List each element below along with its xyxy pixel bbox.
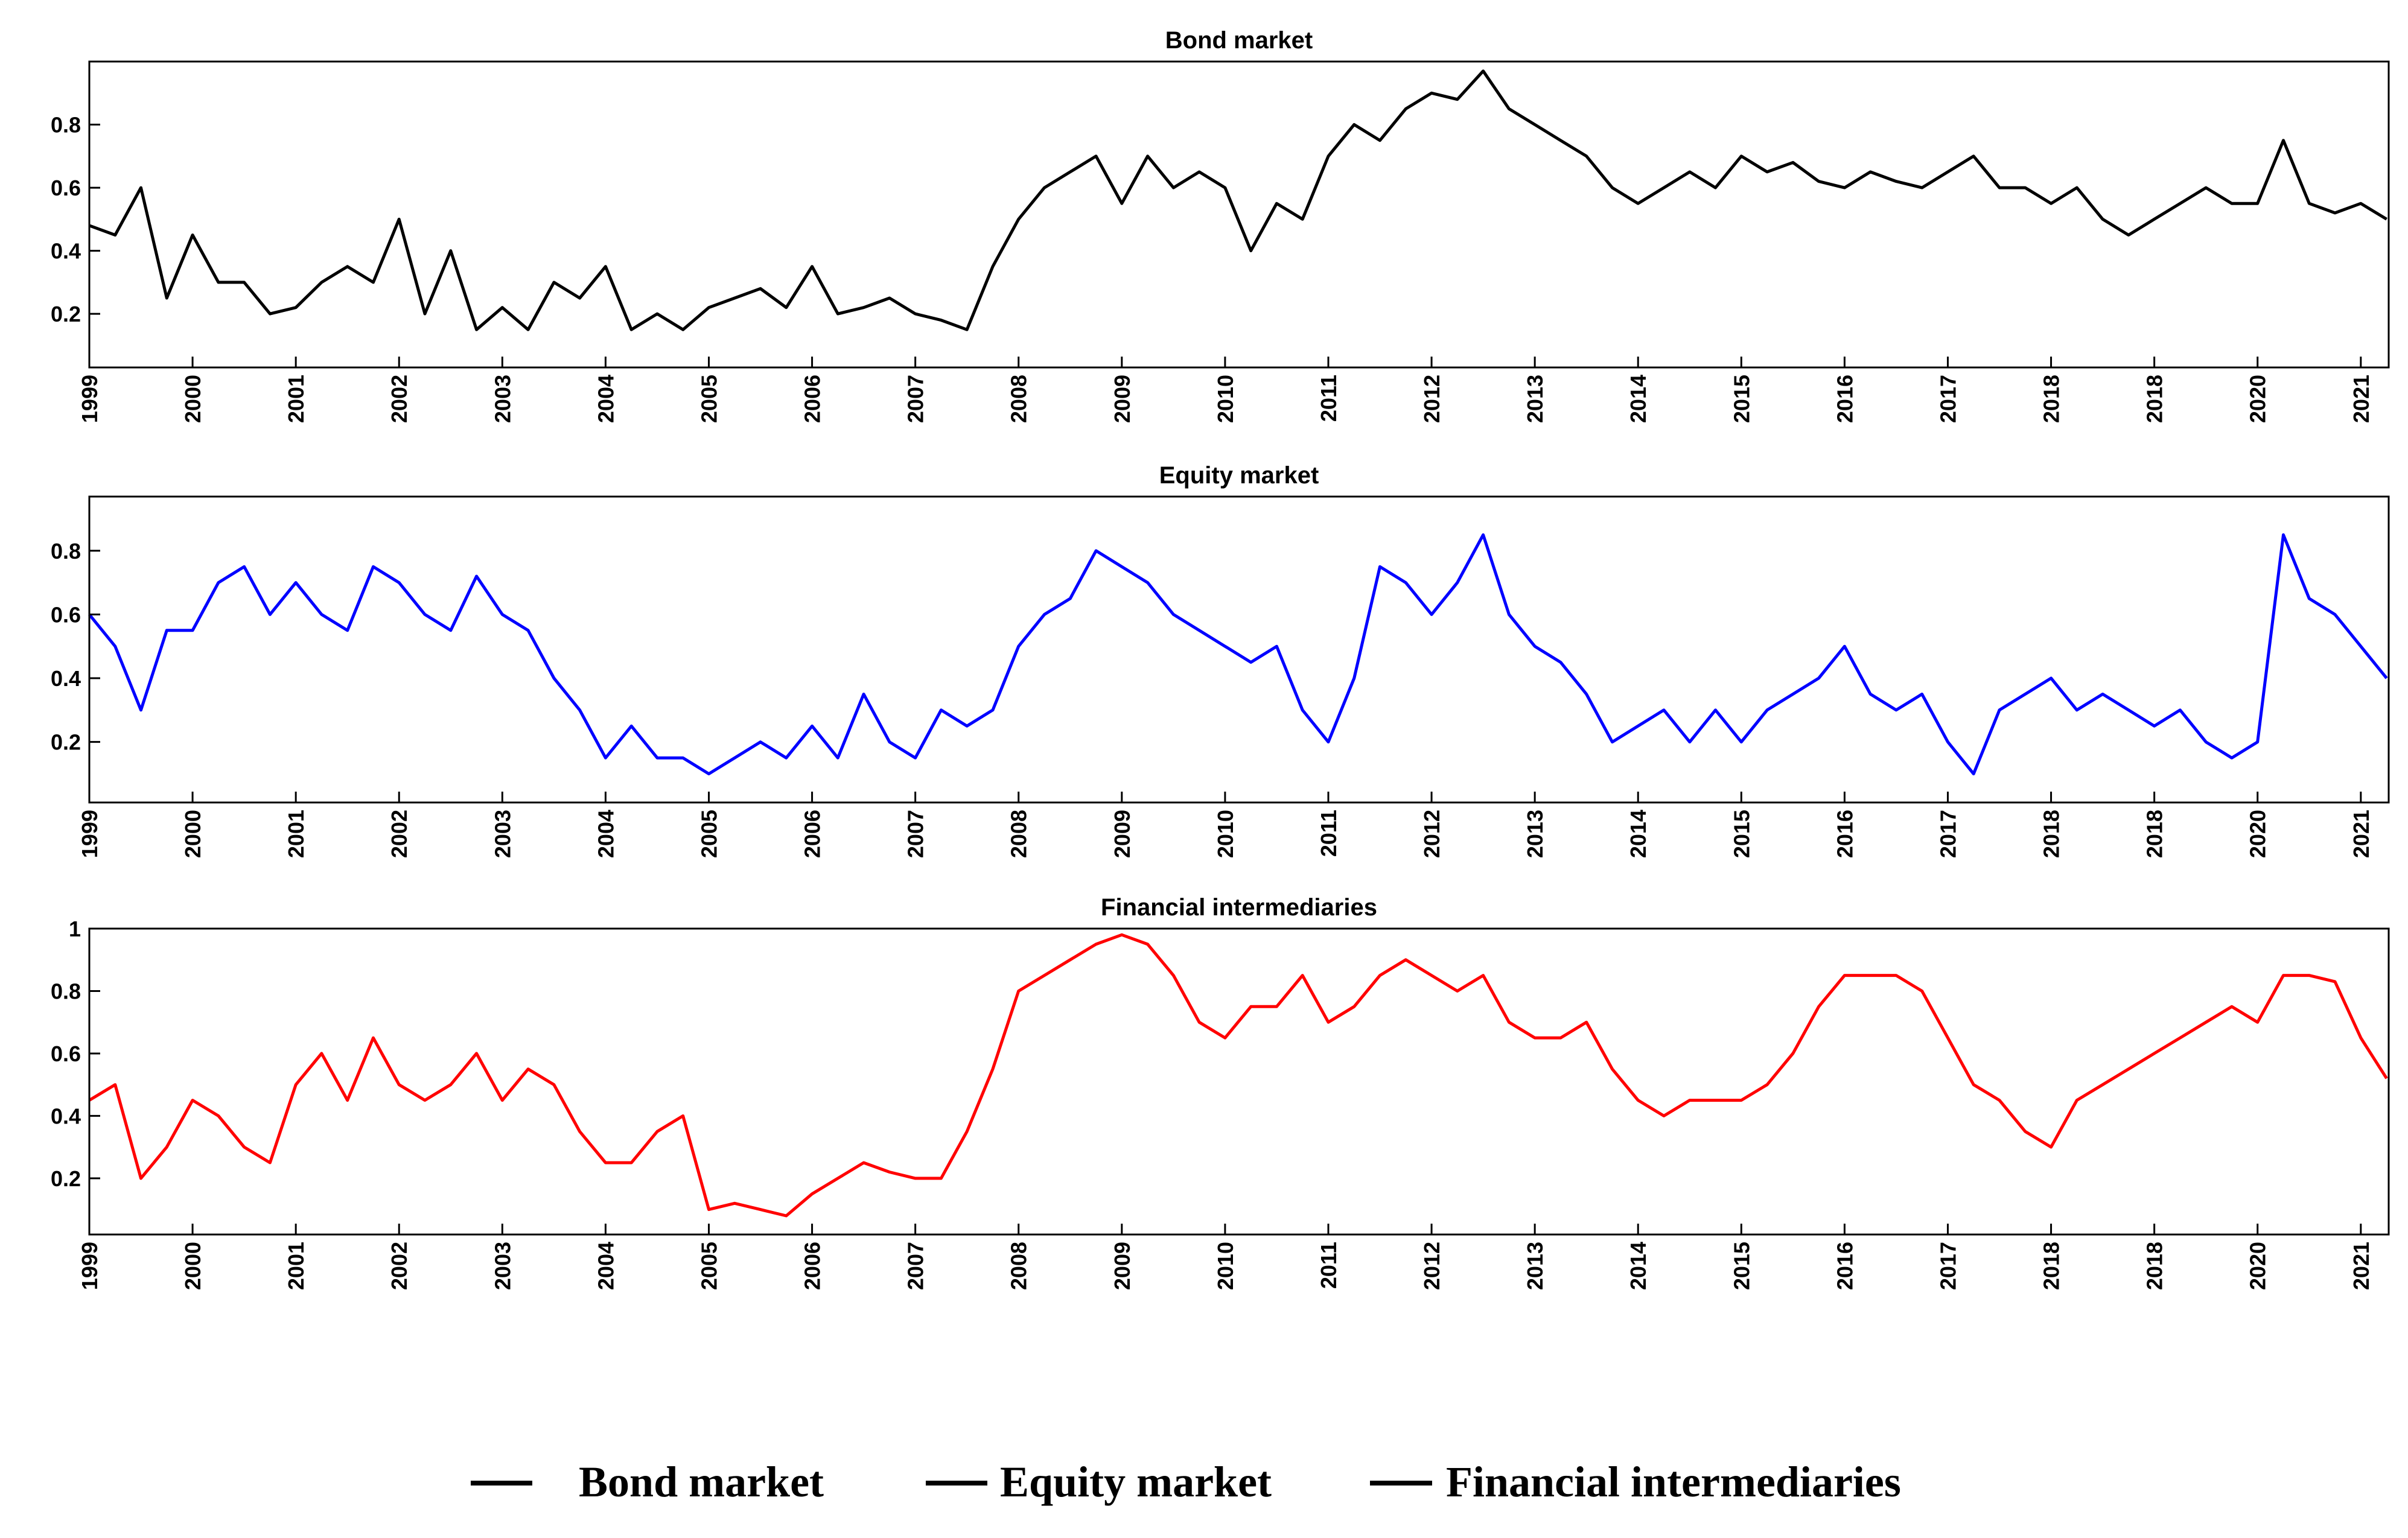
- x-tick-label: 2009: [1110, 810, 1135, 858]
- x-tick-label: 2021: [2349, 375, 2374, 423]
- x-tick-label: 2009: [1110, 1242, 1135, 1290]
- x-tick-label: 2011: [1316, 1242, 1341, 1289]
- y-tick-label: 1: [69, 917, 81, 941]
- x-tick-label: 2008: [1007, 1242, 1031, 1290]
- x-tick-label: 2007: [903, 810, 928, 858]
- x-tick-label: 2001: [284, 810, 308, 858]
- x-tick-label: 2011: [1316, 375, 1341, 422]
- y-tick-label: 0.6: [51, 1041, 81, 1066]
- x-tick-label: 2015: [1729, 1242, 1754, 1290]
- x-tick-label: 2005: [696, 375, 721, 423]
- x-tick-label: 2012: [1419, 375, 1444, 423]
- x-tick-label: 2002: [387, 810, 412, 858]
- y-tick-label: 0.4: [51, 666, 81, 691]
- legend-label: Bond market: [579, 1458, 824, 1506]
- x-tick-label: 2013: [1523, 375, 1547, 423]
- x-tick-label: 2005: [696, 810, 721, 858]
- x-tick-label: 1999: [77, 810, 102, 858]
- data-line: [88, 533, 2388, 775]
- x-tick-label: 2009: [1110, 375, 1135, 423]
- x-tick-label: 2002: [387, 375, 412, 423]
- x-tick-label: 2003: [490, 375, 515, 423]
- y-tick-label: 0.2: [51, 1166, 81, 1191]
- y-tick-label: 0.8: [51, 979, 81, 1003]
- x-tick-label: 2005: [696, 1242, 721, 1290]
- x-tick-label: 2010: [1213, 375, 1238, 423]
- y-tick-label: 0.4: [51, 1104, 81, 1128]
- x-tick-label: 2011: [1316, 810, 1341, 857]
- x-tick-label: 2006: [800, 375, 825, 423]
- x-tick-label: 2010: [1213, 810, 1238, 858]
- panel-title: Equity market: [1159, 462, 1319, 489]
- x-tick-label: 2007: [903, 1242, 928, 1290]
- data-line: [88, 933, 2388, 1218]
- panel-title: Bond market: [1165, 27, 1313, 54]
- x-tick-label: 2006: [800, 1242, 825, 1290]
- x-tick-label: 2003: [490, 810, 515, 858]
- data-line: [89, 69, 2387, 331]
- x-tick-label: 2000: [180, 375, 205, 423]
- x-tick-label: 2015: [1729, 375, 1754, 423]
- x-tick-label: 2012: [1419, 810, 1444, 858]
- x-tick-label: 2001: [284, 1242, 308, 1290]
- x-tick-label: 2018: [2039, 810, 2064, 858]
- x-tick-label: 2018: [2142, 375, 2167, 423]
- x-tick-label: 2000: [180, 1242, 205, 1290]
- y-tick-label: 0.8: [51, 113, 81, 138]
- x-tick-label: 2014: [1626, 1242, 1651, 1290]
- legend-label: Equity market: [1000, 1458, 1272, 1506]
- plot-frame: [88, 927, 2390, 1236]
- x-tick-label: 2016: [1832, 1242, 1857, 1290]
- x-tick-label: 2008: [1007, 375, 1031, 423]
- x-tick-label: 2017: [1935, 1242, 1960, 1290]
- x-tick-label: 2006: [800, 810, 825, 858]
- y-tick-label: 0.6: [51, 176, 81, 200]
- x-tick-label: 2018: [2039, 375, 2064, 423]
- x-tick-label: 2001: [284, 375, 308, 423]
- x-tick-label: 2012: [1419, 1242, 1444, 1290]
- x-tick-label: 2004: [593, 810, 618, 858]
- x-tick-label: 2020: [2246, 375, 2270, 423]
- x-tick-label: 2002: [387, 1242, 412, 1290]
- x-tick-label: 2010: [1213, 1242, 1238, 1290]
- y-tick-label: 0.6: [51, 602, 81, 627]
- x-tick-label: 2016: [1832, 375, 1857, 423]
- x-tick-label: 2013: [1523, 1242, 1547, 1290]
- legend-label: Financial intermediaries: [1446, 1458, 1901, 1506]
- x-tick-label: 2021: [2349, 810, 2374, 858]
- x-tick-label: 2018: [2142, 810, 2167, 858]
- x-tick-label: 2017: [1935, 375, 1960, 423]
- x-tick-label: 2007: [903, 375, 928, 423]
- x-tick-label: 2020: [2246, 1242, 2270, 1290]
- y-tick-label: 0.2: [51, 730, 81, 755]
- x-tick-label: 1999: [77, 375, 102, 423]
- x-tick-label: 2008: [1007, 810, 1031, 858]
- x-tick-label: 2013: [1523, 810, 1547, 858]
- x-tick-label: 2020: [2246, 810, 2270, 858]
- x-tick-label: 2017: [1935, 810, 1960, 858]
- x-tick-label: 2018: [2039, 1242, 2064, 1290]
- x-tick-label: 2014: [1626, 810, 1651, 858]
- panel-title: Financial intermediaries: [1101, 894, 1377, 921]
- y-tick-label: 0.8: [51, 539, 81, 564]
- y-tick-label: 0.4: [51, 239, 81, 264]
- x-tick-label: 2016: [1832, 810, 1857, 858]
- x-tick-label: 2003: [490, 1242, 515, 1290]
- y-tick-label: 0.2: [51, 302, 81, 326]
- x-tick-label: 2014: [1626, 375, 1651, 423]
- x-tick-label: 2004: [593, 375, 618, 423]
- plot-frame: [88, 495, 2390, 804]
- x-tick-label: 2018: [2142, 1242, 2167, 1290]
- x-tick-label: 2015: [1729, 810, 1754, 858]
- plot-frame: [88, 60, 2390, 369]
- x-tick-label: 1999: [77, 1242, 102, 1290]
- x-tick-label: 2000: [180, 810, 205, 858]
- x-tick-label: 2021: [2349, 1242, 2374, 1290]
- x-tick-label: 2004: [593, 1242, 618, 1290]
